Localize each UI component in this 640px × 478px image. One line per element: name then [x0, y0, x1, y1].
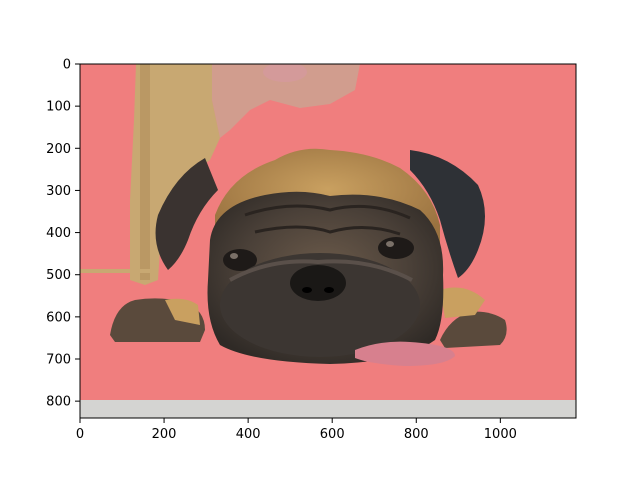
x-tick-label: 800 — [404, 427, 429, 442]
x-axis: 0 200 400 600 800 1000 — [76, 418, 517, 442]
muzzle-fold — [229, 259, 413, 282]
ledge-line — [80, 269, 150, 273]
background-patch — [212, 64, 360, 138]
image-panel — [80, 64, 576, 418]
y-axis: 0 100 200 300 400 500 600 700 800 — [46, 58, 80, 410]
left-ear — [155, 158, 218, 270]
y-tick-label: 400 — [46, 226, 71, 241]
y-tick-label: 700 — [46, 353, 71, 368]
right-paw — [440, 311, 507, 348]
x-tick-label: 400 — [236, 427, 261, 442]
y-tick-label: 800 — [46, 395, 71, 410]
nostril-left — [302, 287, 312, 293]
wood-post-shade — [140, 64, 150, 280]
wood-post — [130, 64, 220, 285]
tongue — [355, 341, 455, 366]
y-tick-label: 200 — [46, 142, 71, 157]
x-tick-label: 600 — [320, 427, 345, 442]
top-blob — [263, 64, 307, 82]
muzzle — [220, 253, 420, 357]
right-eye-shine — [386, 241, 394, 247]
y-tick-label: 500 — [46, 268, 71, 283]
nostril-right — [324, 287, 334, 293]
y-tick-label: 0 — [63, 58, 71, 73]
nose — [290, 265, 346, 301]
axes-frame — [79, 63, 577, 419]
left-eye-shine — [230, 253, 238, 259]
right-ear — [410, 150, 485, 278]
x-tick-label: 0 — [76, 427, 84, 442]
face-wrinkle-1 — [244, 204, 411, 220]
floor-band — [80, 400, 576, 418]
y-tick-label: 600 — [46, 310, 71, 325]
y-tick-label: 300 — [46, 184, 71, 199]
x-tick-label: 1000 — [484, 427, 517, 442]
x-tick-label: 200 — [152, 427, 177, 442]
left-paw-fur — [165, 298, 200, 325]
right-paw-fur — [440, 287, 485, 318]
face-wrinkle-2 — [254, 225, 401, 236]
y-tick-label: 100 — [46, 100, 71, 115]
right-eye — [378, 237, 414, 259]
